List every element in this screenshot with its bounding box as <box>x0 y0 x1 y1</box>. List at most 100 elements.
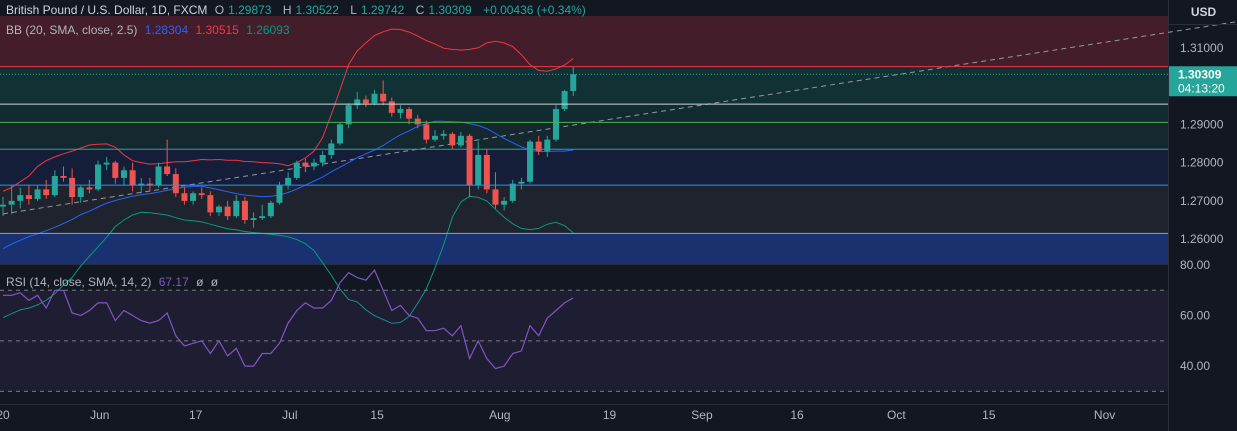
candle <box>483 149 490 194</box>
candle <box>406 107 413 125</box>
low-value: 1.29742 <box>360 3 405 17</box>
candle-body <box>570 74 577 92</box>
current-price-tag[interactable] <box>1169 66 1237 97</box>
bb-label: BB (20, SMA, close, 2.5) <box>6 23 138 37</box>
low-label: L <box>350 3 357 17</box>
rsi-extra-1: ø <box>196 275 204 289</box>
candle <box>302 158 309 173</box>
candle <box>371 89 378 106</box>
candle <box>86 179 93 194</box>
ohlc-high: H 1.30522 <box>283 3 343 17</box>
candle-body <box>181 193 188 201</box>
candles <box>0 66 577 228</box>
currency-button[interactable]: USD <box>1168 0 1237 25</box>
open-label: O <box>214 3 225 17</box>
candle-body <box>414 118 421 125</box>
rsi-legend[interactable]: RSI (14, close, SMA, 14, 2) 67.17 ø ø <box>6 275 222 289</box>
ohlc-close: C 1.30309 <box>416 3 476 17</box>
candle-body <box>475 154 482 186</box>
horizontal-levels[interactable] <box>0 66 1168 234</box>
candle <box>440 130 447 140</box>
bb-legend[interactable]: BB (20, SMA, close, 2.5) 1.28304 1.30515… <box>6 23 294 37</box>
candle-body <box>535 141 542 152</box>
candle <box>570 66 577 97</box>
candle-body <box>432 135 438 140</box>
candle <box>311 158 318 171</box>
bb-upper-value: 1.30515 <box>195 23 239 37</box>
candle <box>293 160 300 180</box>
high-label: H <box>282 3 292 17</box>
countdown-label: 04:13:20 <box>1178 81 1225 95</box>
candle-body <box>129 170 136 186</box>
high-value: 1.30522 <box>295 3 339 17</box>
current-price-label: 1.30309 <box>1178 67 1222 81</box>
candle <box>25 185 32 205</box>
candle <box>432 130 438 142</box>
candle <box>457 132 464 148</box>
rsi-pane <box>0 268 1168 392</box>
grid <box>0 0 1169 431</box>
candle <box>561 89 568 111</box>
change-value: +0.00436 (+0.34%) <box>483 3 586 17</box>
candle-body <box>354 99 361 106</box>
candle <box>535 135 542 155</box>
candle <box>267 200 274 219</box>
candle-body <box>190 193 197 201</box>
candle-body <box>250 218 257 220</box>
candle <box>336 122 343 146</box>
candle <box>198 187 205 199</box>
price-zone <box>0 104 1168 123</box>
candle-body <box>25 195 32 199</box>
candle <box>345 103 352 129</box>
time-tick-label: Aug <box>489 408 510 422</box>
rsi-tick-label: 80.00 <box>1180 258 1210 272</box>
candle <box>380 80 387 106</box>
time-tick-label: Oct <box>887 408 906 422</box>
rsi-extra-2: ø <box>210 275 219 289</box>
candle-body <box>95 164 102 190</box>
candle-body <box>492 189 499 205</box>
candle-body <box>224 206 231 217</box>
trendline[interactable] <box>2 19 1237 215</box>
candle-body <box>0 204 6 207</box>
candle <box>552 105 559 142</box>
time-tick-label: Sep <box>691 408 713 422</box>
ohlc-open: O 1.29873 <box>215 3 276 17</box>
candle <box>492 172 499 209</box>
symbol-title[interactable]: British Pound / U.S. Dollar, 1D, FXCM <box>6 3 208 17</box>
candle-body <box>164 166 171 175</box>
candle-body <box>138 183 145 186</box>
price-zones <box>0 0 1168 264</box>
candle-body <box>267 202 274 217</box>
candle <box>77 185 84 203</box>
price-zone <box>0 122 1168 150</box>
time-tick-label: 16 <box>790 408 804 422</box>
candle-body <box>544 139 551 152</box>
candle <box>146 177 153 192</box>
candle-body <box>86 187 93 190</box>
candle-body <box>371 93 378 104</box>
price-zone <box>0 66 1168 105</box>
candle-body <box>336 124 343 144</box>
price-tick-label: 1.31000 <box>1180 41 1224 55</box>
candle <box>129 162 136 192</box>
open-value: 1.29873 <box>228 3 272 17</box>
candle-body <box>17 195 24 201</box>
candle <box>190 191 197 205</box>
candle-body <box>380 93 387 102</box>
candle <box>43 179 50 199</box>
rsi-tick-label: 40.00 <box>1180 359 1210 373</box>
candle <box>120 166 127 186</box>
ohlc-low: L 1.29742 <box>350 3 408 17</box>
candle <box>509 179 516 203</box>
candle-body <box>8 200 15 205</box>
candle-body <box>466 135 473 186</box>
trendline[interactable] <box>2 19 1237 215</box>
candle-body <box>509 183 516 201</box>
price-tick-label: 1.28000 <box>1180 156 1224 170</box>
candle <box>181 187 188 205</box>
candle-body <box>302 162 309 167</box>
candle <box>423 120 430 144</box>
candle-body <box>77 187 84 198</box>
